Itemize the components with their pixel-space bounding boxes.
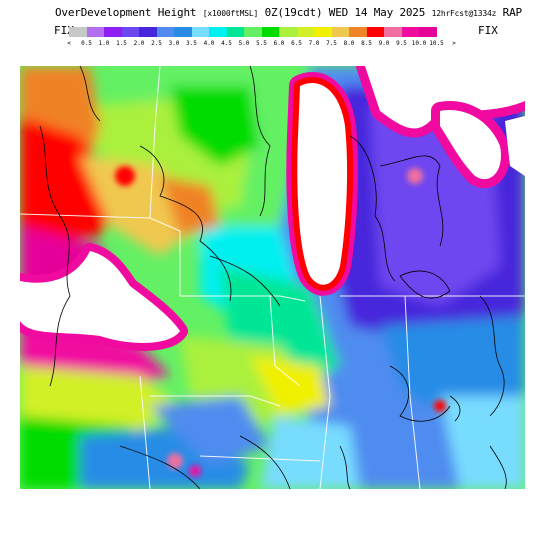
black-contours bbox=[39, 66, 507, 489]
scale-label: 5.5 bbox=[256, 40, 267, 47]
title-main: OverDevelopment Height bbox=[55, 6, 197, 19]
lake-michigan bbox=[286, 72, 359, 296]
scale-label: 4.5 bbox=[221, 40, 232, 47]
color-scale-labels: <0.5 1.0 1.5 2.0 2.5 3.0 3.5 4.0 4.5 5.0 5.5 6.0 6.5… bbox=[60, 40, 490, 50]
scale-swatch bbox=[174, 27, 192, 37]
scale-label: 4.0 bbox=[203, 40, 215, 47]
fix-label-left: FIX bbox=[54, 24, 74, 37]
scale-swatch bbox=[331, 27, 349, 37]
scale-swatch bbox=[261, 27, 279, 37]
state-borders bbox=[20, 66, 525, 489]
scale-label: 0.5 bbox=[81, 40, 92, 47]
scale-label: 5.0 bbox=[238, 40, 250, 47]
height-field-spots bbox=[115, 166, 446, 477]
scale-swatch bbox=[139, 27, 157, 37]
scale-swatch bbox=[296, 27, 314, 37]
scale-label: > bbox=[452, 40, 456, 47]
scale-swatch bbox=[226, 27, 244, 37]
scale-swatch bbox=[209, 27, 227, 37]
title-time: 0Z(19cdt) WED 14 May 2025 bbox=[264, 6, 426, 19]
scale-swatch bbox=[191, 27, 209, 37]
scale-swatch bbox=[104, 27, 122, 37]
scale-label: 1.0 bbox=[98, 40, 110, 47]
scale-swatch bbox=[279, 27, 297, 37]
scale-label: 3.0 bbox=[168, 40, 180, 47]
scale-label: 3.5 bbox=[186, 40, 197, 47]
scale-swatch bbox=[244, 27, 262, 37]
scale-swatch bbox=[314, 27, 332, 37]
scale-swatch bbox=[366, 27, 384, 37]
western-lake-region bbox=[20, 243, 188, 351]
title-forecast: 12hrFcst@1334z bbox=[431, 9, 497, 18]
scale-label: 9.5 bbox=[396, 40, 407, 47]
scale-label: 9.0 bbox=[378, 40, 390, 47]
scale-swatch bbox=[69, 27, 87, 37]
scale-label: 10.0 bbox=[411, 40, 427, 47]
lake-huron bbox=[356, 66, 525, 189]
title-units: [x1000ftMSL] bbox=[202, 9, 259, 18]
fix-label-right: FIX bbox=[478, 24, 498, 37]
scale-label: 7.0 bbox=[308, 40, 320, 47]
scale-label: 1.5 bbox=[116, 40, 127, 47]
scale-swatch bbox=[86, 27, 104, 37]
scale-label: 8.5 bbox=[361, 40, 372, 47]
scale-label: 2.0 bbox=[133, 40, 145, 47]
scale-label: 6.5 bbox=[291, 40, 302, 47]
scale-label: 6.0 bbox=[273, 40, 285, 47]
scale-swatch bbox=[401, 27, 419, 37]
scale-swatch bbox=[349, 27, 367, 37]
weather-map bbox=[20, 66, 525, 489]
scale-label: 10.5 bbox=[429, 40, 444, 47]
scale-swatch bbox=[121, 27, 139, 37]
scale-swatch bbox=[156, 27, 174, 37]
scale-label: < bbox=[67, 40, 71, 47]
chart-title: OverDevelopment Height [x1000ftMSL] 0Z(1… bbox=[55, 6, 522, 19]
title-model: RAP bbox=[502, 6, 522, 19]
scale-label: 7.5 bbox=[326, 40, 337, 47]
color-scale-bar bbox=[69, 27, 437, 37]
scale-label: 2.5 bbox=[151, 40, 162, 47]
scale-swatch bbox=[384, 27, 402, 37]
scale-label: 8.0 bbox=[343, 40, 355, 47]
scale-swatch bbox=[419, 27, 437, 37]
